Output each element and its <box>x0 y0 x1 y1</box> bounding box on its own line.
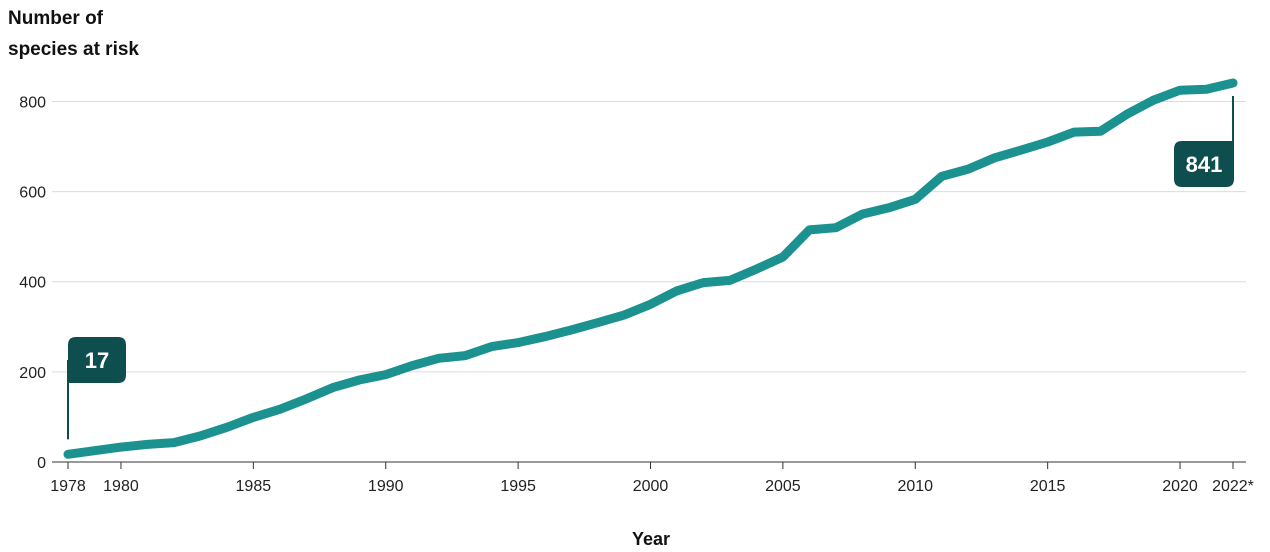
x-tick-label: 2010 <box>897 478 933 495</box>
y-tick-label: 400 <box>19 275 46 292</box>
x-tick-label: 1985 <box>236 478 272 495</box>
callout-label: 841 <box>1186 152 1223 177</box>
x-axis: 1978 1980 1985 1990 1995 2000 2005 2010 2015 2020… <box>50 461 1254 495</box>
x-tick-label: 2015 <box>1030 478 1066 495</box>
callout-box <box>1174 141 1234 187</box>
x-axis-title: Year <box>632 529 670 549</box>
x-tick-label: 2022* <box>1212 478 1254 495</box>
x-tick-label: 1990 <box>368 478 404 495</box>
callout-label: 17 <box>85 348 109 373</box>
x-tick-label: 1978 <box>50 478 86 495</box>
x-tick-label: 1980 <box>103 478 139 495</box>
gridlines <box>52 100 1246 373</box>
y-tick-label: 0 <box>37 455 46 472</box>
y-tick-label: 600 <box>19 185 46 202</box>
y-axis-title-line-1: Number of <box>8 8 104 29</box>
y-tick-label: 200 <box>19 365 46 382</box>
y-axis-title: Number of species at risk <box>8 8 139 60</box>
y-tick-labels: 0 200 400 600 800 <box>19 94 46 472</box>
series-line <box>63 78 1238 459</box>
series-group <box>63 78 1238 459</box>
x-tick-label: 2000 <box>633 478 669 495</box>
x-tick-label: 2020 <box>1162 478 1198 495</box>
callouts: 17 841 <box>67 96 1234 440</box>
y-axis-title-line-2: species at risk <box>8 39 139 60</box>
x-tick-label: 1995 <box>500 478 536 495</box>
y-tick-label: 800 <box>19 94 46 111</box>
callout-box <box>68 337 126 383</box>
x-tick-label: 2005 <box>765 478 801 495</box>
